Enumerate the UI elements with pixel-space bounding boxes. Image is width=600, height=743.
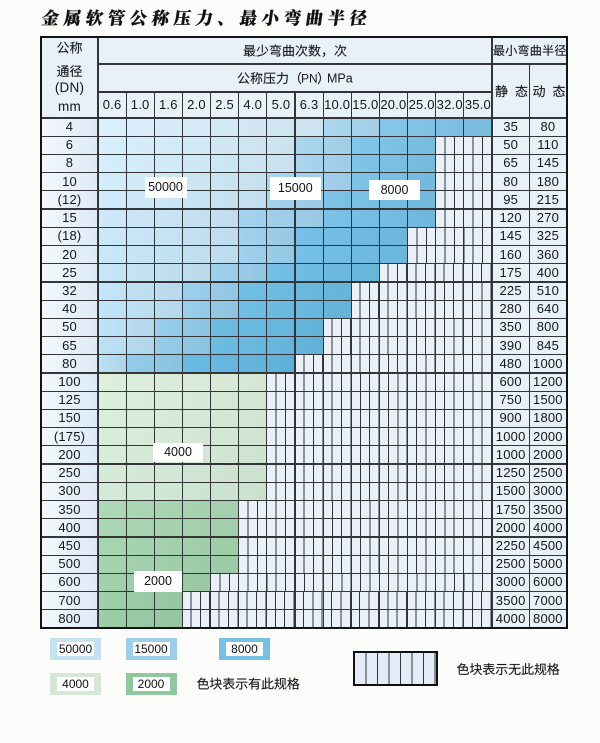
svg-text:MPa: MPa xyxy=(327,72,353,86)
svg-text:PN: PN xyxy=(301,72,318,86)
